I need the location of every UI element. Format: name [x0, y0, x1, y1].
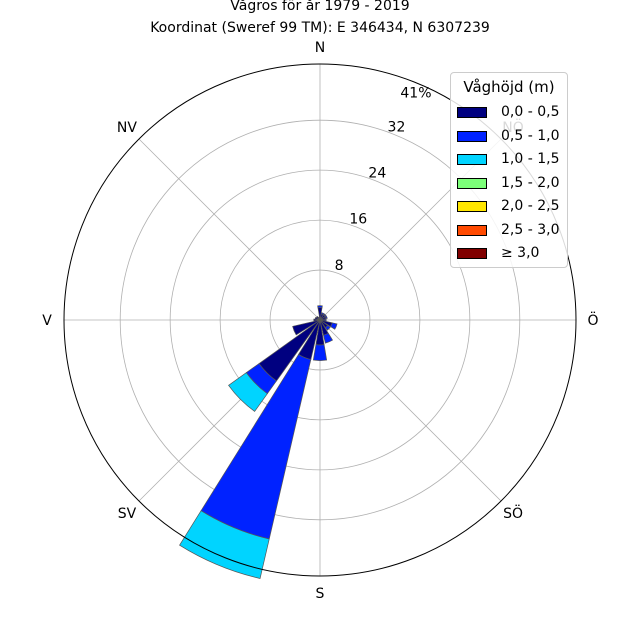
bar-NNÖ-0,5 - 1,0 [320, 312, 325, 316]
direction-label-NV: NV [117, 120, 137, 136]
legend-label: 0,5 - 1,0 [501, 127, 560, 144]
radial-gridline [169, 169, 471, 471]
legend-swatch [457, 154, 487, 165]
bar-NÖ-0,5 - 1,0 [323, 313, 327, 317]
bar-VSV-0,0 - 0,5 [292, 319, 321, 336]
legend-item: 2,0 - 2,5 [457, 198, 567, 217]
bar-SÖ-0,5 - 1,0 [324, 324, 331, 331]
legend-swatch [457, 224, 487, 236]
bar-N-0,5 - 1,0 [317, 305, 323, 309]
legend-item: 0,0 - 0,5 [457, 104, 567, 123]
angular-gridline [138, 138, 321, 321]
radial-gridline [269, 269, 371, 371]
chart-title: Vågros för år 1979 - 2019 [230, 0, 410, 14]
legend-label: 1,0 - 1,5 [501, 151, 560, 167]
direction-label-Ö: Ö [587, 311, 598, 329]
legend-item: ≥ 3,0 [457, 245, 567, 264]
legend-title: Våghöjd (m) [463, 78, 555, 96]
legend-label: 1,5 - 2,0 [501, 174, 560, 191]
legend-label: 2,5 - 3,0 [501, 221, 560, 238]
legend-label: 2,0 - 2,5 [501, 198, 560, 214]
legend: Våghöjd (m) 0,0 - 0,5 0,5 - 1,0 1,0 - 1,5 1… [450, 72, 568, 268]
bar-ÖSÖ-0,5 - 1,0 [330, 322, 338, 330]
direction-label-S: S [316, 586, 325, 602]
legend-swatch [457, 248, 487, 259]
legend-item: 1,5 - 2,0 [457, 174, 567, 194]
legend-item: 2,5 - 3,0 [457, 221, 567, 241]
legend-swatch [457, 130, 487, 142]
legend-item: 1,0 - 1,5 [457, 151, 567, 170]
radial-gridline [219, 219, 421, 421]
legend-item: 0,5 - 1,0 [457, 127, 567, 147]
bar-SSÖ-0,5 - 1,0 [323, 332, 334, 344]
radial-tick-label: 16 [349, 212, 367, 228]
direction-label-SV: SV [118, 506, 137, 522]
direction-label-SÖ: SÖ [503, 504, 523, 522]
radial-gridline [119, 119, 521, 521]
bar-SSV-1,0 - 1,5 [179, 510, 270, 579]
legend-label: ≥ 3,0 [501, 245, 540, 261]
legend-swatch [457, 107, 487, 118]
direction-label-V: V [42, 313, 52, 329]
direction-label-N: N [315, 40, 325, 56]
legend-label: 0,0 - 0,5 [501, 104, 560, 120]
radial-tick-label: 8 [335, 258, 344, 274]
chart-subtitle: Koordinat (Sweref 99 TM): E 346434, N 63… [150, 20, 490, 36]
radial-tick-label: 24 [368, 166, 386, 182]
angular-gridline [319, 319, 502, 502]
bar-ÖNÖ-0,5 - 1,0 [324, 315, 328, 320]
radial-max-label: 41% [400, 85, 431, 101]
bar-S-0,5 - 1,0 [312, 344, 328, 361]
legend-swatch [457, 177, 487, 189]
polar-frame [63, 63, 577, 577]
bar-NNV-0,0 - 0,5 [317, 316, 321, 321]
legend-swatch [457, 201, 487, 212]
bar-SV-1,0 - 1,5 [228, 372, 268, 412]
bar-Ö-0,5 - 1,0 [324, 318, 327, 322]
radial-tick-label: 32 [388, 119, 406, 135]
bar-V-0,0 - 0,5 [313, 318, 321, 322]
